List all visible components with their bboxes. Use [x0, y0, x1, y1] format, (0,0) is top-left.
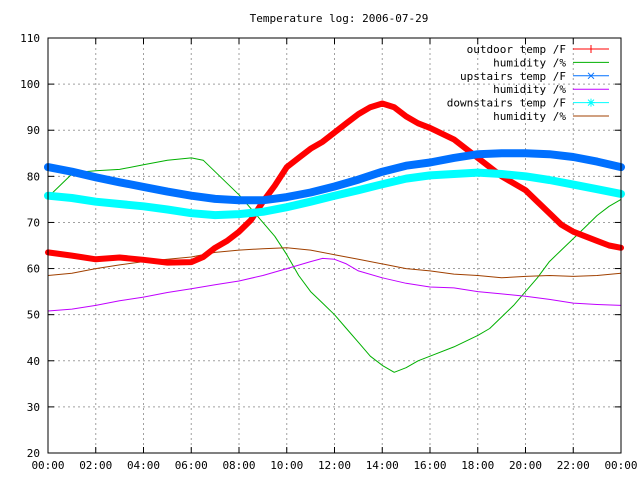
x-tick-label: 22:00: [557, 459, 590, 472]
y-tick-label: 30: [27, 401, 40, 414]
y-tick-label: 110: [20, 32, 40, 45]
x-tick-label: 10:00: [270, 459, 303, 472]
y-tick-label: 60: [27, 263, 40, 276]
legend-marker-4: [587, 99, 595, 106]
legend-entry-0: outdoor temp /F: [467, 43, 609, 56]
x-tick-label: 18:00: [461, 459, 494, 472]
x-tick-label: 12:00: [318, 459, 351, 472]
x-tick-label: 20:00: [509, 459, 542, 472]
x-tick-label: 00:00: [31, 459, 64, 472]
y-tick-label: 80: [27, 170, 40, 183]
legend-label-4: downstairs temp /F: [447, 97, 566, 110]
y-tick-label: 70: [27, 216, 40, 229]
legend-entry-4: downstairs temp /F: [447, 97, 609, 110]
legend-entry-5: humidity /%: [493, 110, 609, 123]
legend-entry-3: humidity /%: [493, 83, 609, 96]
chart-title: Temperature log: 2006-07-29: [250, 12, 429, 25]
series-line-0: [45, 100, 624, 266]
y-tick-label: 50: [27, 309, 40, 322]
legend-entry-1: humidity /%: [493, 56, 609, 69]
legend-label-3: humidity /%: [493, 83, 566, 96]
series-line-3: [47, 257, 622, 312]
y-tick-label: 40: [27, 355, 40, 368]
x-tick-label: 08:00: [222, 459, 255, 472]
series-line-4: [44, 168, 625, 220]
x-tick-label: 14:00: [366, 459, 399, 472]
axes: 20 30 40 50 60 70 80 90 100 110 00:00 02:00 04:00 06:…: [20, 32, 637, 472]
x-tick-label: 02:00: [79, 459, 112, 472]
legend-marker-2: [587, 72, 595, 80]
series-line-1: [47, 157, 622, 373]
y-tick-label: 20: [27, 447, 40, 460]
x-tick-label: 00:00: [604, 459, 637, 472]
x-tick-label: 04:00: [127, 459, 160, 472]
legend-label-5: humidity /%: [493, 110, 566, 123]
legend-label-1: humidity /%: [493, 56, 566, 69]
legend-label-2: upstairs temp /F: [460, 70, 566, 83]
legend-label-0: outdoor temp /F: [467, 43, 566, 56]
x-tick-label: 16:00: [413, 459, 446, 472]
series-layer: [44, 100, 625, 373]
x-tick-label: 06:00: [175, 459, 208, 472]
y-tick-label: 90: [27, 124, 40, 137]
series-line-2: [44, 149, 625, 205]
legend-entry-2: upstairs temp /F: [460, 70, 609, 83]
y-tick-label: 100: [20, 78, 40, 91]
